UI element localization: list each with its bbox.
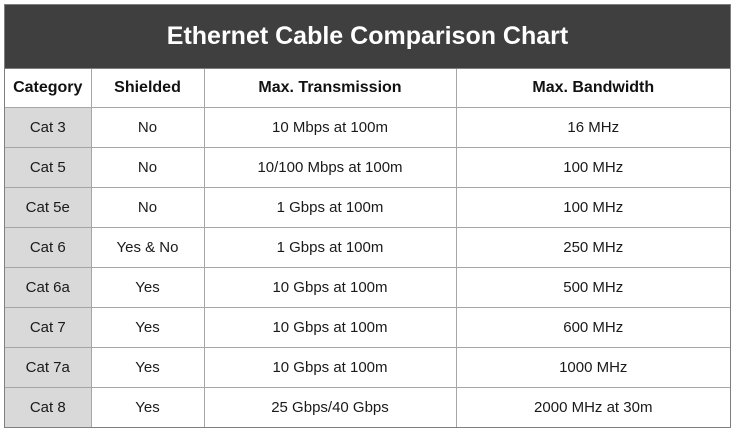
shielded-cell: Yes xyxy=(90,347,205,388)
max-transmission-cell: 10/100 Mbps at 100m xyxy=(203,147,457,188)
table-row: Cat 7 Yes 10 Gbps at 100m 600 MHz xyxy=(5,307,730,348)
column-header-max-transmission: Max. Transmission xyxy=(203,69,457,108)
table-row: Cat 5e No 1 Gbps at 100m 100 MHz xyxy=(5,187,730,228)
table-body: Cat 3 No 10 Mbps at 100m 16 MHz Cat 5 No 10/10… xyxy=(5,107,730,427)
max-transmission-cell: 10 Mbps at 100m xyxy=(203,107,457,148)
comparison-table: Category Shielded Max. Transmission Max.… xyxy=(5,69,730,427)
chart-title: Ethernet Cable Comparison Chart xyxy=(5,5,730,69)
shielded-cell: No xyxy=(90,107,205,148)
column-header-category: Category xyxy=(5,69,92,108)
category-cell: Cat 5 xyxy=(5,147,92,188)
max-bandwidth-cell: 100 MHz xyxy=(455,147,730,188)
max-bandwidth-cell: 500 MHz xyxy=(455,267,730,308)
category-cell: Cat 6 xyxy=(5,227,92,268)
table-row: Cat 3 No 10 Mbps at 100m 16 MHz xyxy=(5,107,730,148)
category-cell: Cat 7a xyxy=(5,347,92,388)
shielded-cell: Yes xyxy=(90,307,205,348)
max-bandwidth-cell: 1000 MHz xyxy=(455,347,730,388)
table-row: Cat 6a Yes 10 Gbps at 100m 500 MHz xyxy=(5,267,730,308)
max-bandwidth-cell: 600 MHz xyxy=(455,307,730,348)
table-row: Cat 7a Yes 10 Gbps at 100m 1000 MHz xyxy=(5,347,730,388)
category-cell: Cat 5e xyxy=(5,187,92,228)
shielded-cell: Yes xyxy=(90,267,205,308)
comparison-chart: Ethernet Cable Comparison Chart Category… xyxy=(4,4,731,428)
table-row: Cat 5 No 10/100 Mbps at 100m 100 MHz xyxy=(5,147,730,188)
shielded-cell: No xyxy=(90,187,205,228)
max-bandwidth-cell: 250 MHz xyxy=(455,227,730,268)
category-cell: Cat 3 xyxy=(5,107,92,148)
header-row: Category Shielded Max. Transmission Max.… xyxy=(5,69,730,108)
max-transmission-cell: 1 Gbps at 100m xyxy=(203,227,457,268)
category-cell: Cat 8 xyxy=(5,387,92,427)
column-header-max-bandwidth: Max. Bandwidth xyxy=(455,69,730,108)
max-bandwidth-cell: 16 MHz xyxy=(455,107,730,148)
table-row: Cat 8 Yes 25 Gbps/40 Gbps 2000 MHz at 30m xyxy=(5,387,730,427)
max-transmission-cell: 10 Gbps at 100m xyxy=(203,267,457,308)
max-transmission-cell: 1 Gbps at 100m xyxy=(203,187,457,228)
shielded-cell: No xyxy=(90,147,205,188)
column-header-shielded: Shielded xyxy=(90,69,205,108)
max-bandwidth-cell: 2000 MHz at 30m xyxy=(455,387,730,427)
shielded-cell: Yes xyxy=(90,387,205,427)
shielded-cell: Yes & No xyxy=(90,227,205,268)
category-cell: Cat 7 xyxy=(5,307,92,348)
category-cell: Cat 6a xyxy=(5,267,92,308)
max-transmission-cell: 25 Gbps/40 Gbps xyxy=(203,387,457,427)
table-row: Cat 6 Yes & No 1 Gbps at 100m 250 MHz xyxy=(5,227,730,268)
max-transmission-cell: 10 Gbps at 100m xyxy=(203,347,457,388)
max-bandwidth-cell: 100 MHz xyxy=(455,187,730,228)
max-transmission-cell: 10 Gbps at 100m xyxy=(203,307,457,348)
